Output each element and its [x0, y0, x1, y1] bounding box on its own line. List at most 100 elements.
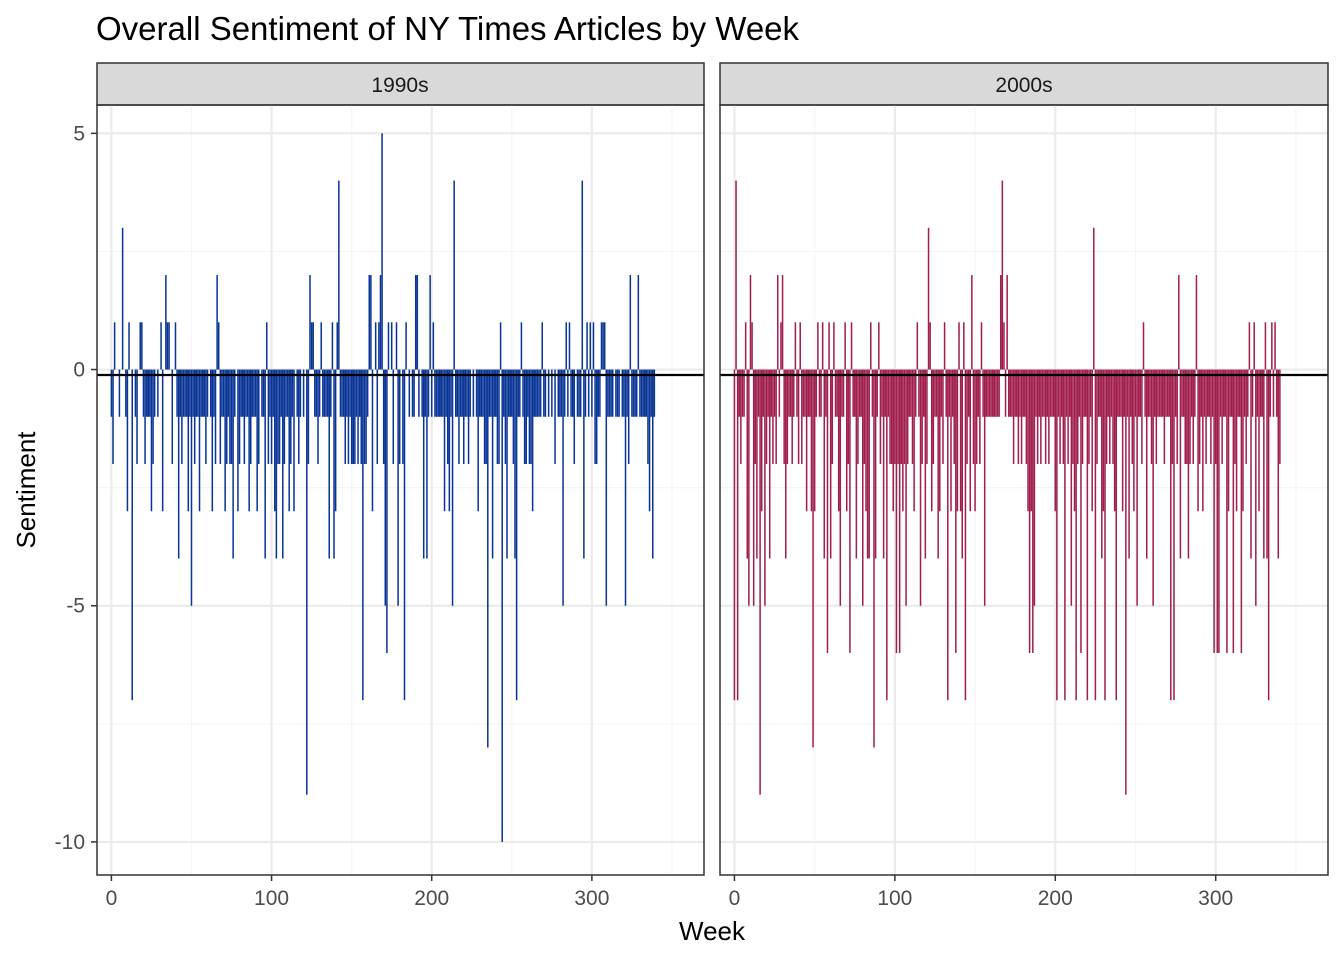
bar-2000s-week-165: [998, 369, 1000, 417]
bar-1990s-week-228: [475, 369, 478, 417]
bar-2000s-week-280: [1182, 369, 1185, 417]
bar-2000s-week-195: [1046, 369, 1049, 417]
bar-1990s-week-300: [591, 369, 593, 417]
bar-1990s-week-22: [145, 369, 148, 417]
bar-2000s-week-331: [1264, 322, 1267, 370]
bar-2000s-week-271: [1168, 369, 1170, 417]
bar-2000s-week-96: [887, 369, 890, 417]
bar-1990s-week-9: [125, 369, 127, 417]
bar-1990s-week-194: [421, 369, 423, 417]
bar-2000s-week-160: [990, 369, 992, 417]
bar-1990s-week-120: [302, 369, 305, 417]
bar-2000s-week-16: [759, 369, 761, 795]
bar-2000s-week-234: [1109, 369, 1111, 465]
bar-2000s-week-1: [735, 180, 737, 370]
bar-1990s-week-62: [209, 369, 212, 417]
bar-1990s-week-75: [230, 369, 233, 465]
bar-1990s-week-322: [626, 369, 628, 417]
bar-1990s-week-192: [418, 369, 420, 417]
y-axis-title: Sentiment: [11, 431, 41, 549]
bar-2000s-week-73: [850, 322, 853, 370]
bar-1990s-week-205: [438, 369, 441, 417]
bar-2000s-week-9: [748, 369, 750, 606]
bar-2000s-week-127: [937, 369, 939, 559]
bar-1990s-week-280: [559, 369, 561, 417]
bar-2000s-week-258: [1147, 369, 1150, 417]
bar-2000s-week-211: [1072, 369, 1074, 465]
bar-1990s-week-279: [557, 369, 560, 417]
bar-1990s-week-329: [637, 275, 640, 370]
bar-1990s-week-203: [435, 369, 438, 417]
bar-2000s-week-289: [1197, 369, 1199, 512]
bar-1990s-week-54: [197, 369, 199, 417]
bar-1990s-week-97: [266, 322, 268, 370]
bar-1990s-week-109: [285, 369, 287, 417]
bar-2000s-week-294: [1205, 369, 1207, 465]
bar-2000s-week-48: [810, 369, 813, 512]
bar-2000s-week-235: [1110, 369, 1113, 417]
bar-1990s-week-87: [249, 369, 252, 465]
bar-1990s-week-202: [434, 369, 436, 417]
bar-1990s-week-249: [509, 369, 511, 417]
bar-2000s-week-295: [1206, 369, 1209, 417]
bar-2000s-week-285: [1190, 369, 1193, 417]
bar-2000s-week-288: [1195, 275, 1198, 370]
bar-1990s-week-216: [456, 369, 459, 417]
bar-2000s-week-124: [932, 369, 935, 465]
bar-2000s-week-89: [876, 369, 878, 417]
bar-2000s-week-167: [1001, 180, 1004, 370]
bar-1990s-week-110: [286, 369, 289, 417]
grid-1990s: [97, 105, 704, 875]
bar-2000s-week-268: [1163, 369, 1166, 465]
bar-2000s-week-296: [1208, 369, 1211, 417]
bar-1990s-week-257: [522, 369, 524, 417]
panel-1990s: 1990s: [96, 62, 705, 876]
bar-2000s-week-255: [1142, 322, 1145, 370]
bar-2000s-week-309: [1229, 369, 1231, 417]
bar-2000s-week-175: [1014, 369, 1016, 417]
bar-1990s-week-50: [190, 369, 193, 606]
bar-1990s-week-81: [240, 369, 242, 417]
bar-2000s-week-59: [828, 322, 830, 370]
bar-1990s-week-245: [503, 369, 505, 417]
bar-1990s-week-277: [554, 369, 556, 465]
bar-1990s-week-19: [141, 322, 143, 370]
bar-1990s-week-88: [251, 369, 254, 417]
bar-1990s-week-160: [366, 369, 369, 417]
bar-2000s-week-191: [1040, 369, 1042, 465]
facet-strip-label-2000s: 2000s: [995, 74, 1052, 97]
bar-2000s-week-326: [1256, 369, 1259, 417]
bar-2000s-week-139: [956, 369, 959, 512]
bar-1990s-week-270: [543, 369, 545, 417]
bar-2000s-week-80: [862, 369, 864, 606]
bar-2000s-week-18: [762, 369, 765, 417]
bar-1990s-week-268: [539, 369, 542, 417]
bar-2000s-week-10: [749, 275, 752, 370]
bar-2000s-week-237: [1113, 369, 1116, 512]
bar-1990s-week-332: [642, 369, 644, 417]
bar-1990s-week-131: [320, 322, 322, 370]
bar-2000s-week-42: [801, 369, 803, 465]
bar-2000s-week-56: [823, 369, 826, 559]
bar-1990s-week-317: [618, 369, 620, 417]
bar-2000s-week-267: [1162, 369, 1164, 417]
bar-2000s-week-79: [860, 369, 862, 417]
bar-2000s-week-169: [1004, 369, 1007, 417]
bar-1990s-week-326: [632, 369, 635, 417]
bar-2000s-week-119: [924, 369, 927, 559]
bar-2000s-week-186: [1032, 369, 1034, 653]
bar-1990s-week-220: [463, 369, 465, 465]
bar-1990s-week-222: [466, 369, 468, 417]
x-axis-1990s: 0 100 200 300: [106, 875, 609, 910]
bar-1990s-week-127: [314, 369, 316, 417]
bar-2000s-week-321: [1248, 322, 1251, 370]
bar-1990s-week-91: [256, 369, 258, 512]
bar-1990s-week-152: [354, 369, 356, 465]
bar-1990s-week-106: [280, 369, 282, 417]
bar-2000s-week-219: [1085, 369, 1087, 417]
bar-2000s-week-213: [1075, 369, 1077, 701]
bar-2000s-week-158: [987, 369, 989, 417]
bar-2000s-week-311: [1232, 369, 1235, 653]
bar-1990s-week-312: [610, 369, 612, 417]
bar-2000s-week-144: [964, 369, 967, 701]
